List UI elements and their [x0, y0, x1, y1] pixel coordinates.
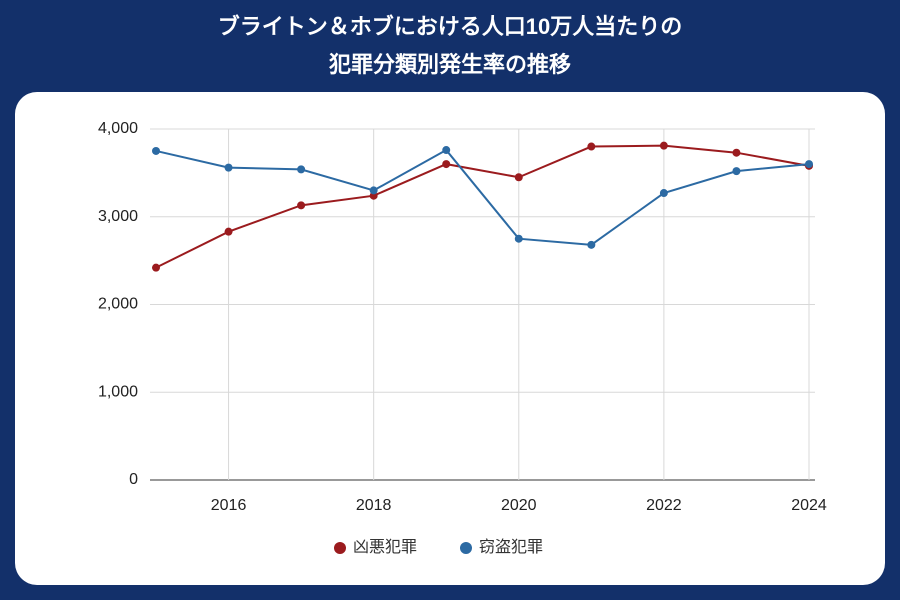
legend-label: 凶悪犯罪 — [353, 538, 417, 556]
data-point — [442, 146, 451, 155]
data-point — [659, 141, 668, 150]
data-point — [514, 173, 523, 182]
data-point — [442, 160, 451, 169]
data-point — [732, 148, 741, 157]
chart-title: 犯罪分類別発生率の推移 — [328, 52, 571, 77]
x-tick-label: 2020 — [501, 497, 537, 514]
data-point — [805, 160, 813, 169]
legend-label: 窃盗犯罪 — [479, 538, 543, 556]
x-tick-label: 2022 — [646, 497, 682, 514]
y-tick-label: 3,000 — [98, 208, 138, 225]
panel — [15, 92, 885, 585]
x-tick-label: 2016 — [211, 497, 247, 514]
data-point — [297, 201, 306, 210]
data-point — [224, 163, 233, 172]
x-tick-label: 2024 — [791, 497, 827, 514]
legend-marker — [334, 542, 346, 554]
y-tick-label: 1,000 — [98, 383, 138, 400]
data-point — [152, 146, 160, 155]
chart-title: ブライトン＆ホブにおける人口10万人当たりの — [218, 14, 682, 39]
data-point — [297, 165, 306, 174]
data-point — [732, 167, 741, 176]
y-tick-label: 0 — [129, 471, 138, 488]
series-line — [155, 144, 810, 269]
data-point — [587, 240, 596, 249]
series-line — [155, 148, 810, 246]
x-tick-label: 2018 — [356, 497, 392, 514]
y-tick-label: 2,000 — [98, 296, 138, 313]
data-point — [224, 227, 233, 236]
legend-marker — [460, 542, 472, 554]
data-point — [152, 263, 160, 272]
data-point — [587, 142, 596, 151]
data-point — [659, 189, 668, 198]
data-point — [369, 186, 378, 195]
y-tick-label: 4,000 — [98, 120, 138, 137]
data-point — [514, 234, 523, 243]
